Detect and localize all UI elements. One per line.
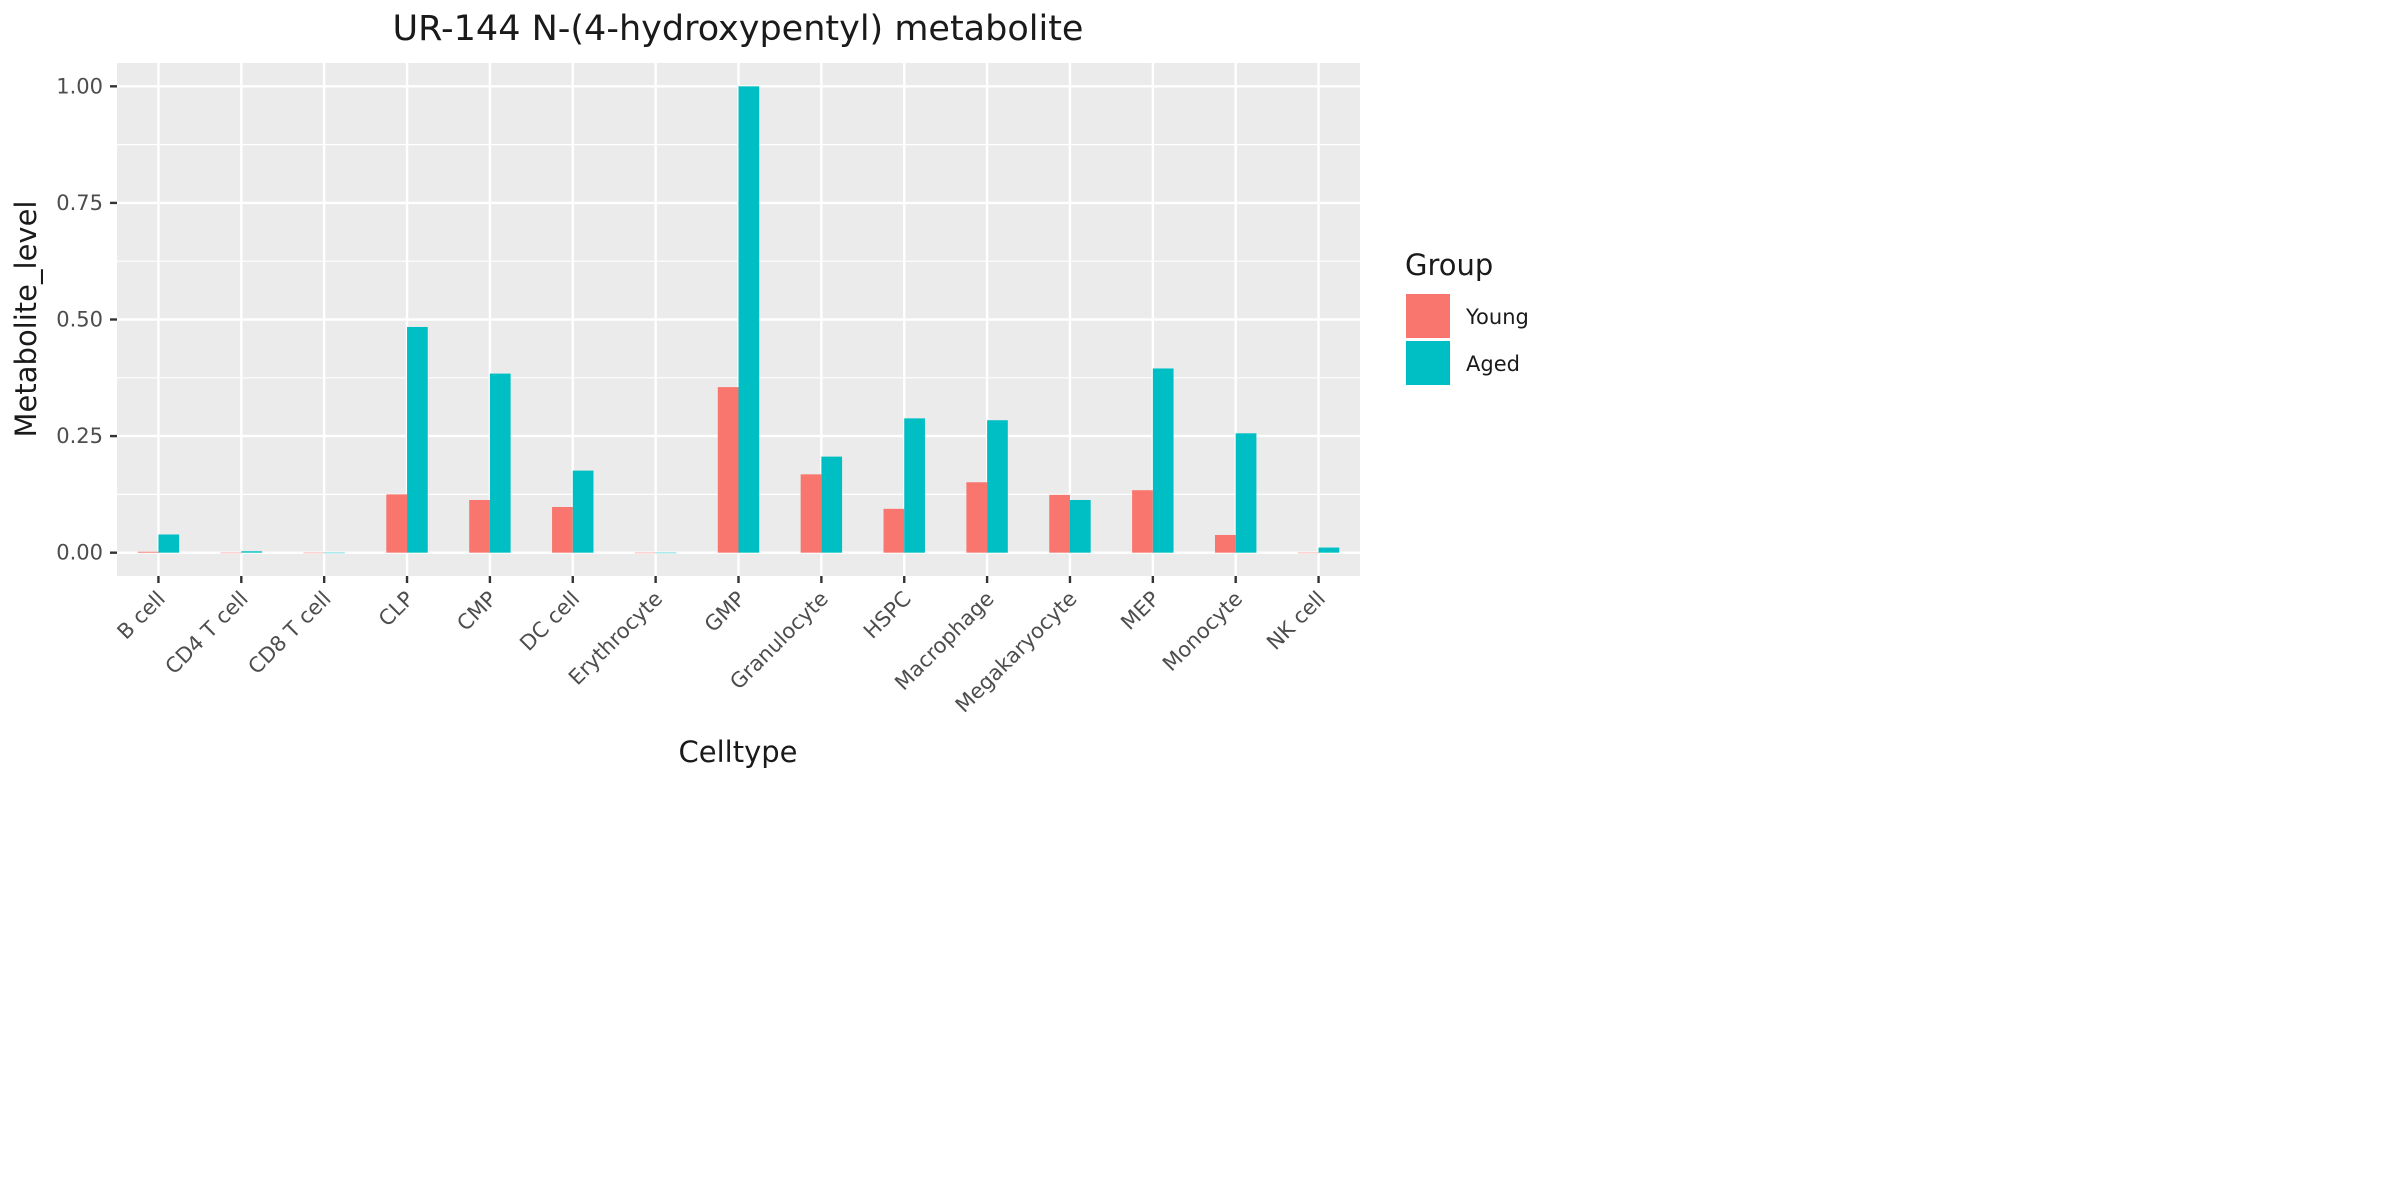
x-tick-label: CLP (374, 587, 419, 632)
y-axis: 0.00 0.25 0.50 0.75 1.00 (56, 74, 117, 565)
x-tick-label: CD8 T cell (243, 587, 335, 679)
chart: UR-144 N-(4-hydroxypentyl) metabolite 0.… (9, 9, 1529, 769)
legend-key-aged (1406, 341, 1450, 385)
bar-aged-monocyte (1235, 433, 1257, 553)
bar-young-clp (386, 494, 408, 553)
y-tick-label: 0.00 (56, 541, 103, 565)
x-tick-label: CD4 T cell (161, 587, 253, 679)
x-tick-label: HSPC (859, 587, 916, 644)
x-tick-label: CMP (452, 587, 501, 636)
bar-young-granulocyte (800, 474, 822, 553)
chart-title: UR-144 N-(4-hydroxypentyl) metabolite (393, 9, 1084, 49)
bar-young-macrophage (966, 482, 988, 553)
bar-young-b-cell (137, 551, 159, 553)
x-tick-label: NK cell (1262, 587, 1330, 655)
x-tick-label: DC cell (515, 587, 584, 656)
bar-young-cmp (469, 499, 490, 553)
bar-aged-cd8-t-cell (324, 552, 345, 554)
bar-young-nk-cell (1297, 552, 1319, 554)
bar-young-monocyte (1214, 534, 1236, 553)
bar-young-hspc (883, 508, 905, 553)
x-tick-label: Monocyte (1158, 587, 1247, 676)
bars (137, 86, 1340, 554)
y-axis-title: Metabolite_level (9, 201, 43, 438)
bar-aged-macrophage (987, 420, 1008, 553)
bar-aged-erythrocyte (655, 552, 677, 554)
x-tick-label: B cell (113, 587, 170, 644)
bar-aged-granulocyte (821, 456, 843, 553)
bar-aged-cd4-t-cell (241, 551, 263, 553)
bar-aged-dc-cell (572, 470, 594, 553)
bar-aged-megakaryocyte (1069, 499, 1091, 553)
bar-young-mep (1132, 490, 1153, 553)
bar-aged-mep (1152, 368, 1174, 553)
bar-aged-b-cell (158, 534, 180, 553)
legend: Group Young Aged (1405, 248, 1529, 385)
y-tick-label: 0.75 (56, 191, 103, 215)
bar-aged-gmp (738, 86, 760, 553)
bar-aged-clp (407, 326, 428, 553)
bar-young-erythrocyte (634, 552, 656, 554)
x-tick-label: GMP (700, 587, 750, 637)
bar-aged-hspc (904, 418, 925, 553)
y-tick-label: 0.25 (56, 424, 103, 448)
legend-title: Group (1405, 248, 1493, 282)
y-tick-label: 1.00 (56, 74, 103, 98)
legend-label-young: Young (1465, 305, 1529, 329)
x-tick-label: MEP (1116, 587, 1164, 635)
y-tick-label: 0.50 (56, 308, 103, 332)
bar-young-dc-cell (552, 506, 573, 553)
bar-aged-nk-cell (1318, 547, 1340, 553)
bar-young-cd8-t-cell (303, 552, 325, 554)
bar-aged-cmp (489, 373, 511, 553)
bar-young-cd4-t-cell (220, 552, 242, 554)
legend-label-aged: Aged (1466, 352, 1520, 376)
bar-young-gmp (717, 387, 739, 553)
x-axis-title: Celltype (679, 735, 798, 769)
bar-young-megakaryocyte (1049, 494, 1070, 553)
legend-key-young (1406, 294, 1450, 338)
